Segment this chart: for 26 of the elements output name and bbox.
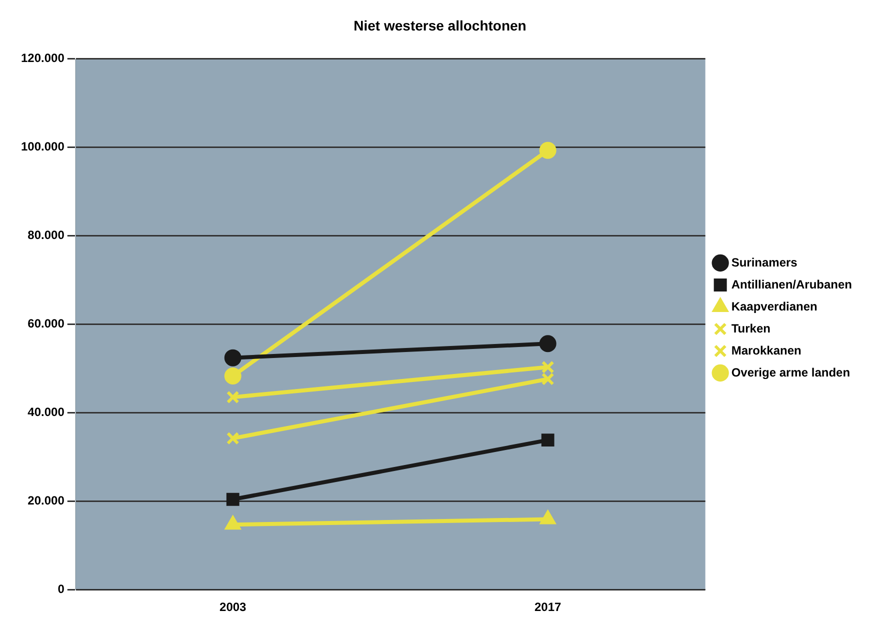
legend-label: Antillianen/Arubanen (731, 277, 852, 292)
point (224, 367, 242, 384)
legend-label: Kaapverdianen (731, 299, 818, 314)
y-tick-label: 120.000 (20, 51, 65, 66)
legend-label: Surinamers (731, 255, 798, 270)
point (226, 390, 240, 404)
point (225, 516, 240, 530)
point (540, 510, 556, 524)
y-tick-label: 0 (58, 582, 65, 596)
x-tick-label: 2003 (220, 600, 247, 614)
point (226, 432, 240, 445)
point (224, 349, 242, 366)
point (226, 492, 240, 506)
x-tick-label: 2017 (534, 600, 562, 614)
y-tick-label: 80.000 (28, 228, 65, 242)
point (539, 142, 556, 159)
legend-label: Overige arme landen (731, 365, 850, 380)
y-tick-label: 60.000 (28, 316, 65, 331)
point (539, 335, 556, 352)
y-tick-label: 100.000 (20, 140, 65, 154)
y-tick-label: 20.000 (28, 493, 65, 508)
legend-label: Marokkanen (731, 343, 802, 358)
chart-title: Niet westerse allochtonen (354, 17, 526, 34)
legend-label: Turken (731, 321, 770, 336)
point (541, 434, 554, 447)
y-tick-label: 40.000 (28, 404, 65, 419)
